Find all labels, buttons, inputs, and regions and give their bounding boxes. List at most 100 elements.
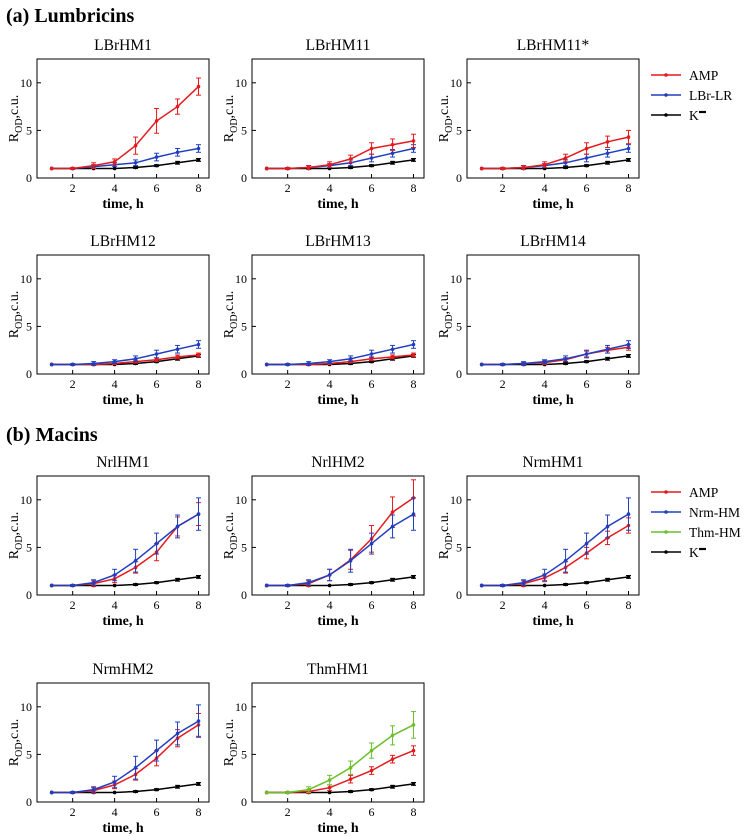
panel-thmhm1-series-k-point xyxy=(411,782,416,786)
panel-lbrhm1-xtick-label: 2 xyxy=(70,181,76,195)
panel-lbrhm11-frame xyxy=(251,58,425,179)
panel-nrmhm1-series-nrm-hm-point xyxy=(605,524,610,529)
panel-lbrhm13-frame xyxy=(251,254,425,375)
panel-lbrhm11-series-amp-point xyxy=(563,156,568,160)
panel-nrlhm1-series-k-point xyxy=(196,575,201,579)
panel-lbrhm11-xtick-label: 6 xyxy=(369,181,375,195)
panel-thmhm1-series-thm-hm xyxy=(264,711,417,795)
panel-lbrhm13-xlabel: time, h xyxy=(317,393,358,408)
panel-lbrhm1-xlabel: time, h xyxy=(102,197,143,212)
panel-lbrhm11-series-amp-point xyxy=(411,139,416,143)
panel-nrmhm2-series-nrm-hm-point xyxy=(49,790,54,795)
panel-nrlhm1-series-nrm-hm-point xyxy=(133,558,138,563)
panel-lbrhm12-series-amp-point xyxy=(175,355,180,359)
panel-lbrhm13-ytick-label: 5 xyxy=(241,319,247,333)
panel-nrmhm1-series-amp-line xyxy=(481,524,629,587)
panel-nrmhm1-frame xyxy=(466,475,640,596)
panel-lbrhm11-xtick-label: 6 xyxy=(584,181,590,195)
panel-nrmhm2-series-nrm-hm-point xyxy=(196,719,201,723)
panel-lbrhm11-frame xyxy=(466,58,640,179)
panel-nrmhm2-series-k-point xyxy=(112,790,117,795)
legend-b-entry-thm-hm: Thm-HM xyxy=(651,525,741,540)
panel-lbrhm14-series-k-point xyxy=(563,361,568,366)
panel-thmhm1-series-thm-hm-point xyxy=(348,765,353,770)
panel-lbrhm14-xtick-label: 4 xyxy=(542,377,548,391)
panel-lbrhm11: LBrHM11 0 5 10 2 4 6 8 time, h ROD,c.u. xyxy=(222,37,425,212)
panel-lbrhm13-ylabel: ROD,c.u. xyxy=(222,291,240,339)
panel-nrlhm2-series-nrm-hm-point xyxy=(411,512,416,516)
panel-lbrhm14-xtick-label: 2 xyxy=(500,377,506,391)
panel-nrlhm1-series-nrm-hm-point xyxy=(91,580,96,585)
panel-thmhm1-series-amp-point xyxy=(390,757,395,761)
panel-lbrhm11-series-amp-point xyxy=(369,146,374,151)
panel-nrmhm2-ytick-label: 10 xyxy=(20,700,32,714)
panel-lbrhm11-xlabel: time, h xyxy=(532,197,573,212)
panel-lbrhm11-series-amp-point xyxy=(500,166,505,171)
panel-nrmhm1-series-nrm-hm-point xyxy=(584,541,589,546)
panel-nrmhm1-series-nrm-hm-point xyxy=(521,580,526,585)
panel-nrmhm1-xtick-label: 2 xyxy=(500,598,506,612)
panel-nrmhm2-series-nrm-hm-point xyxy=(133,765,138,770)
panel-nrlhm1-series-nrm-hm-point xyxy=(49,583,54,588)
panel-nrlhm2-ylabel-unit: ,c.u. xyxy=(222,512,237,536)
panel-nrmhm1-series-nrm-hm-point xyxy=(563,558,568,563)
panel-lbrhm14-ylabel-main: R xyxy=(437,328,452,338)
panel-lbrhm13-series-lbr-lr-point xyxy=(348,356,353,361)
panel-nrmhm1-xtick-label: 8 xyxy=(626,598,632,612)
panel-lbrhm1-series-k-point xyxy=(112,166,117,171)
panel-nrmhm1-ylabel-sub: OD xyxy=(444,535,455,549)
panel-thmhm1-xlabel: time, h xyxy=(317,821,358,836)
panel-nrmhm2-xtick-label: 2 xyxy=(70,805,76,819)
panel-nrlhm2-series-nrm-hm-point xyxy=(327,573,332,577)
panel-nrmhm2-ylabel: ROD,c.u. xyxy=(7,719,25,767)
panel-lbrhm11-xtick-label: 4 xyxy=(327,181,333,195)
panel-lbrhm14-series-lbr-lr-point xyxy=(521,361,526,366)
panel-thmhm1-series-k-point xyxy=(390,784,395,789)
panel-lbrhm11-series-amp-point xyxy=(264,166,269,171)
legend-macins: AMP Nrm-HM Thm-HM K xyxy=(651,485,741,560)
panel-thmhm1-series-k-point xyxy=(348,789,353,794)
panel-lbrhm13-series-amp-point xyxy=(411,353,416,357)
panel-lbrhm14-series-lbr-lr xyxy=(479,340,632,367)
panel-lbrhm14-series-lbr-lr-point xyxy=(479,362,484,367)
panel-lbrhm12-xtick-label: 4 xyxy=(112,377,118,391)
panel-lbrhm12-series-amp-point xyxy=(196,353,201,357)
panel-thmhm1-series-thm-hm-point xyxy=(390,733,395,738)
panel-lbrhm12-series-lbr-lr-line xyxy=(51,343,199,366)
panel-lbrhm14-series-k-point xyxy=(584,359,589,364)
panel-lbrhm11-series-amp-point xyxy=(348,157,353,161)
panel-nrlhm2-series-nrm-hm-point xyxy=(264,583,269,588)
panel-lbrhm1-series-k-point xyxy=(154,163,159,168)
panel-lbrhm1-series-amp-point xyxy=(133,143,138,148)
panel-nrmhm1-series-k-point xyxy=(542,583,547,588)
legend-b-label: AMP xyxy=(689,485,718,500)
panel-lbrhm11-series-amp xyxy=(479,129,632,171)
section-b-title: (b) Macins xyxy=(6,424,98,446)
panel-lbrhm1-xtick-label: 8 xyxy=(196,181,202,195)
panel-thmhm1-series-thm-hm-line xyxy=(266,724,414,794)
panel-nrmhm1-xtick-label: 6 xyxy=(584,598,590,612)
panel-lbrhm11-series-k-point xyxy=(369,163,374,168)
panel-nrmhm1-series-nrm-hm-point xyxy=(500,583,505,588)
panel-nrmhm2-series-k-point xyxy=(175,784,180,789)
panel-nrlhm1: NrlHM1 0 5 10 2 4 6 8 time, h ROD,c.u. xyxy=(7,454,210,629)
panel-nrmhm2-series-nrm-hm-point xyxy=(91,787,96,792)
panel-nrlhm1-series-nrm-hm-point xyxy=(70,583,75,588)
panel-lbrhm1-xtick-label: 4 xyxy=(112,181,118,195)
panel-nrlhm2-series-nrm-hm-point xyxy=(306,580,311,585)
panel-nrlhm2-ylabel: ROD,c.u. xyxy=(222,512,240,560)
panel-nrmhm2-frame xyxy=(36,682,210,803)
panel-lbrhm1-series-lbr-lr-point xyxy=(133,160,138,165)
panel-nrlhm2-series-amp xyxy=(264,479,417,588)
panel-lbrhm14-series-lbr-lr-point xyxy=(584,352,589,356)
panel-lbrhm14-frame xyxy=(466,254,640,375)
legend-b-label: K xyxy=(689,545,699,560)
panel-nrmhm1-xlabel: time, h xyxy=(532,614,573,629)
panel-lbrhm13-xtick-label: 6 xyxy=(369,377,375,391)
panel-thmhm1-series-amp-point xyxy=(348,777,353,781)
panel-nrmhm2-xtick-label: 8 xyxy=(196,805,202,819)
panel-lbrhm11-series-lbr-lr-line xyxy=(481,147,629,170)
panel-nrlhm2-series-k-point xyxy=(348,582,353,587)
panel-nrmhm1-ylabel: ROD,c.u. xyxy=(437,512,455,560)
panel-nrlhm1-xtick-label: 2 xyxy=(70,598,76,612)
